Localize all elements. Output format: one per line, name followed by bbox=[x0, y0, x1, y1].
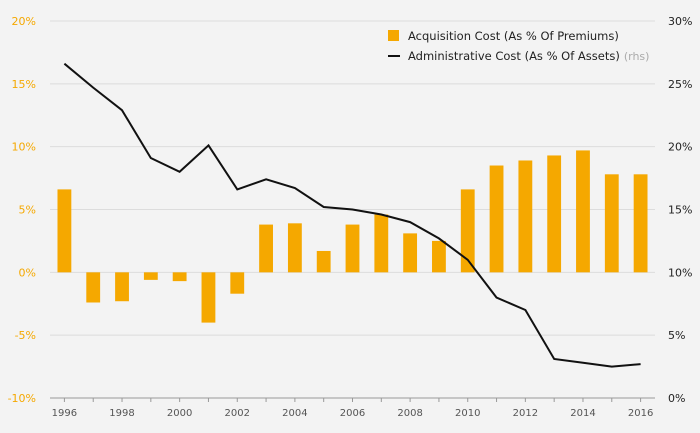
x-tick-label: 2012 bbox=[513, 408, 538, 419]
bar-acquisition-cost bbox=[172, 272, 187, 282]
bar-acquisition-cost bbox=[316, 250, 331, 273]
line-series-administrative-cost bbox=[63, 62, 641, 368]
y-right-tick-label: 10% bbox=[668, 266, 692, 279]
legend-label-administrative-cost: Administrative Cost (As % Of Assets) (rhs… bbox=[408, 49, 649, 63]
y-left-tick-label: -10% bbox=[8, 392, 36, 405]
x-tick-label: 2016 bbox=[628, 408, 653, 419]
x-tick-label: 2004 bbox=[282, 408, 307, 419]
bar-series-acquisition-cost bbox=[57, 150, 648, 323]
bar-acquisition-cost bbox=[489, 165, 504, 273]
bar-acquisition-cost bbox=[230, 272, 245, 294]
x-tick-label: 2010 bbox=[455, 408, 480, 419]
y-left-tick-label: -5% bbox=[15, 329, 36, 342]
legend: Acquisition Cost (As % Of Premiums) Admi… bbox=[388, 29, 649, 63]
y-left-tick-label: 10% bbox=[12, 141, 36, 154]
legend-label-administrative-cost-name: Administrative Cost (As % Of Assets) bbox=[408, 49, 620, 63]
axes: -10% -5% 0% 5% 10% 15% 20% 0% 5% 10% 15% 20% 25% 30% 1… bbox=[8, 15, 693, 419]
bar-acquisition-cost bbox=[604, 174, 619, 273]
y-left-tick-label: 0% bbox=[19, 266, 36, 279]
bar-acquisition-cost bbox=[115, 272, 129, 302]
legend-label-acquisition-cost: Acquisition Cost (As % Of Premiums) bbox=[408, 29, 619, 43]
bar-acquisition-cost bbox=[576, 150, 590, 273]
bar-acquisition-cost bbox=[518, 160, 533, 273]
y-right-tick-label: 20% bbox=[668, 141, 692, 154]
y-right-tick-label: 0% bbox=[668, 392, 685, 405]
y-left-tick-label: 5% bbox=[19, 204, 36, 217]
bar-acquisition-cost bbox=[143, 272, 158, 280]
x-tick-label: 1996 bbox=[52, 408, 77, 419]
x-tick-label: 1998 bbox=[109, 408, 134, 419]
bar-acquisition-cost bbox=[403, 233, 418, 273]
x-tick-label: 2008 bbox=[397, 408, 422, 419]
x-tick-label: 2014 bbox=[570, 408, 595, 419]
y-left-tick-label: 20% bbox=[12, 15, 36, 28]
bar-acquisition-cost bbox=[547, 155, 562, 273]
y-right-tick-label: 5% bbox=[668, 329, 685, 342]
x-tick-label: 2002 bbox=[225, 408, 250, 419]
bar-acquisition-cost bbox=[86, 272, 101, 303]
y-right-tick-label: 25% bbox=[668, 78, 692, 91]
bar-acquisition-cost bbox=[374, 214, 389, 273]
legend-swatch-acquisition-cost bbox=[388, 30, 399, 41]
legend-label-rhs-note: (rhs) bbox=[624, 50, 650, 63]
y-right-tick-label: 15% bbox=[668, 204, 692, 217]
bar-acquisition-cost bbox=[432, 240, 446, 273]
bar-acquisition-cost bbox=[460, 189, 475, 273]
bar-acquisition-cost bbox=[57, 189, 72, 273]
x-tick-label: 2006 bbox=[340, 408, 365, 419]
bar-acquisition-cost bbox=[201, 272, 216, 323]
x-tick-label: 2000 bbox=[167, 408, 192, 419]
y-left-tick-label: 15% bbox=[12, 78, 36, 91]
bar-acquisition-cost bbox=[287, 223, 302, 273]
bar-acquisition-cost bbox=[633, 174, 648, 273]
gridlines bbox=[50, 20, 655, 336]
bar-acquisition-cost bbox=[259, 224, 273, 273]
line-administrative-cost bbox=[63, 62, 641, 368]
bar-acquisition-cost bbox=[345, 224, 360, 273]
y-right-tick-label: 30% bbox=[668, 15, 692, 28]
